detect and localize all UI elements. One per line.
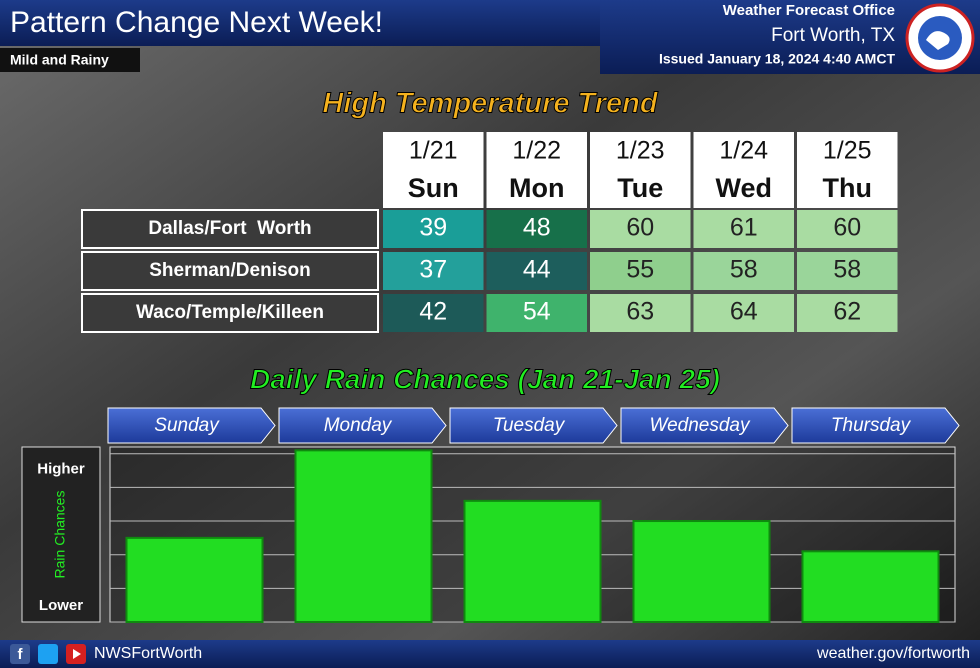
- day-arrow: [449, 407, 618, 444]
- facebook-icon[interactable]: [10, 644, 30, 664]
- day-arrow: [620, 407, 789, 444]
- temp-value: 39: [419, 214, 447, 242]
- temp-value: 54: [523, 298, 551, 326]
- temp-value: 64: [730, 298, 758, 326]
- y-axis-label: Rain Chances: [52, 491, 68, 579]
- row-label-bg: [81, 293, 379, 333]
- subtitle-strip: [0, 48, 140, 72]
- column-date: 1/23: [616, 137, 665, 165]
- day-label: Tuesday: [493, 415, 566, 436]
- temp-cell: [693, 252, 794, 290]
- footer-bar: [0, 640, 980, 668]
- temp-value: 42: [419, 298, 447, 326]
- day-label: Sunday: [154, 415, 220, 436]
- column-day: Thu: [823, 173, 872, 203]
- row-label: Dallas/Fort Worth: [148, 218, 311, 239]
- temp-value: 62: [833, 298, 861, 326]
- temp-value: 55: [626, 256, 654, 284]
- temp-cell: [797, 294, 898, 332]
- bar: [632, 520, 771, 623]
- table-title: High Temperature Trend: [322, 88, 658, 120]
- day-label: Wednesday: [650, 415, 751, 436]
- temp-cell: [590, 252, 691, 290]
- y-axis-panel: [21, 446, 101, 623]
- footer-handle: NWSFortWorth: [94, 645, 202, 662]
- temp-cell: [797, 210, 898, 248]
- bar: [463, 499, 602, 624]
- footer-url: weather.gov/fortworth: [816, 645, 970, 662]
- temp-cell: [693, 294, 794, 332]
- column-header: [383, 132, 484, 208]
- twitter-icon[interactable]: [38, 644, 58, 664]
- day-arrow: [791, 407, 960, 444]
- temp-cell: [590, 210, 691, 248]
- row-label: Sherman/Denison: [149, 260, 311, 281]
- chart-title: Daily Rain Chances (Jan 21-Jan 25): [250, 363, 720, 394]
- y-tick-label: Higher: [37, 461, 85, 478]
- column-day: Wed: [715, 173, 772, 203]
- location: Fort Worth, TX: [771, 25, 895, 46]
- title: Pattern Change Next Week!: [10, 6, 383, 39]
- row-label-bg: [81, 251, 379, 291]
- temp-value: 58: [730, 256, 758, 284]
- temp-value: 37: [419, 256, 447, 284]
- day-label: Thursday: [831, 415, 912, 436]
- temp-value: 60: [626, 214, 654, 242]
- temp-value: 60: [833, 214, 861, 242]
- column-date: 1/21: [409, 137, 458, 165]
- column-header: [590, 132, 691, 208]
- column-date: 1/22: [512, 137, 561, 165]
- youtube-glyph: [73, 649, 81, 659]
- facebook-glyph: f: [18, 646, 24, 663]
- column-header: [797, 132, 898, 208]
- office: Weather Forecast Office: [723, 2, 895, 19]
- bar: [801, 550, 940, 623]
- column-header: [693, 132, 794, 208]
- bar: [294, 449, 433, 623]
- column-date: 1/24: [719, 137, 768, 165]
- column-date: 1/25: [823, 137, 872, 165]
- temp-cell: [383, 294, 484, 332]
- day-arrow: [107, 407, 276, 444]
- row-label: Waco/Temple/Killeen: [136, 302, 324, 323]
- subtitle: Mild and Rainy: [10, 52, 109, 68]
- temp-cell: [590, 294, 691, 332]
- row-label-bg: [81, 209, 379, 249]
- temp-value: 58: [833, 256, 861, 284]
- column-day: Tue: [617, 173, 663, 203]
- issued: Issued January 18, 2024 4:40 AMCT: [659, 51, 895, 67]
- temp-value: 61: [730, 214, 758, 242]
- column-day: Mon: [509, 173, 564, 203]
- temp-cell: [383, 210, 484, 248]
- bar: [125, 536, 264, 623]
- temp-cell: [486, 294, 587, 332]
- y-tick-label: Lower: [39, 597, 83, 614]
- column-header: [486, 132, 587, 208]
- day-label: Monday: [324, 415, 393, 436]
- temp-cell: [486, 210, 587, 248]
- temp-value: 63: [626, 298, 654, 326]
- temp-cell: [693, 210, 794, 248]
- day-arrow: [278, 407, 447, 444]
- temp-cell: [486, 252, 587, 290]
- logo-bird: [926, 31, 950, 50]
- temp-value: 48: [523, 214, 551, 242]
- temp-cell: [383, 252, 484, 290]
- temp-value: 44: [523, 256, 551, 284]
- column-day: Sun: [408, 173, 459, 203]
- temp-cell: [797, 252, 898, 290]
